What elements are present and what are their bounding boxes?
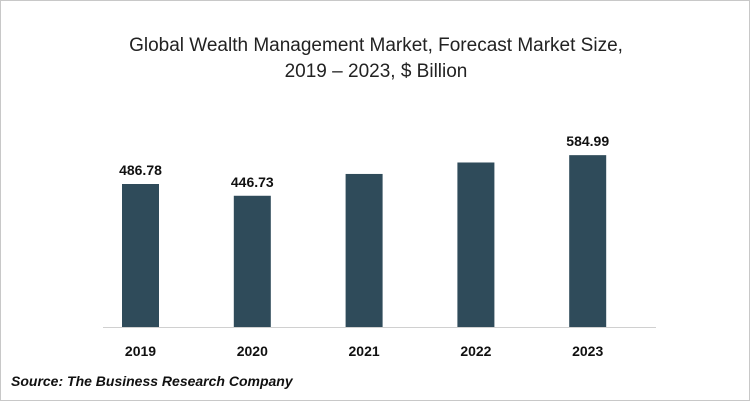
x-tick-label-2019: 2019	[125, 343, 156, 359]
bar-2021	[345, 173, 383, 327]
bar-2023	[569, 155, 607, 327]
chart-title-line1: Global Wealth Management Market, Forecas…	[129, 35, 623, 56]
x-tick-label-2022: 2022	[460, 343, 491, 359]
bar-2020	[233, 195, 271, 327]
source-note: Source: The Business Research Company	[11, 373, 293, 389]
data-label-2020: 446.73	[231, 174, 274, 190]
x-tick-label-2021: 2021	[349, 343, 380, 359]
chart-title: Global Wealth Management Market, Forecas…	[1, 33, 749, 85]
chart-title-line2: 2019 – 2023, $ Billion	[284, 61, 468, 82]
x-tick-label-2023: 2023	[572, 343, 603, 359]
bar-2022	[457, 162, 495, 327]
bar-2019	[122, 184, 159, 327]
data-label-2019: 486.78	[119, 162, 162, 178]
data-label-2023: 584.99	[566, 133, 609, 149]
x-tick-label-2020: 2020	[237, 343, 268, 359]
